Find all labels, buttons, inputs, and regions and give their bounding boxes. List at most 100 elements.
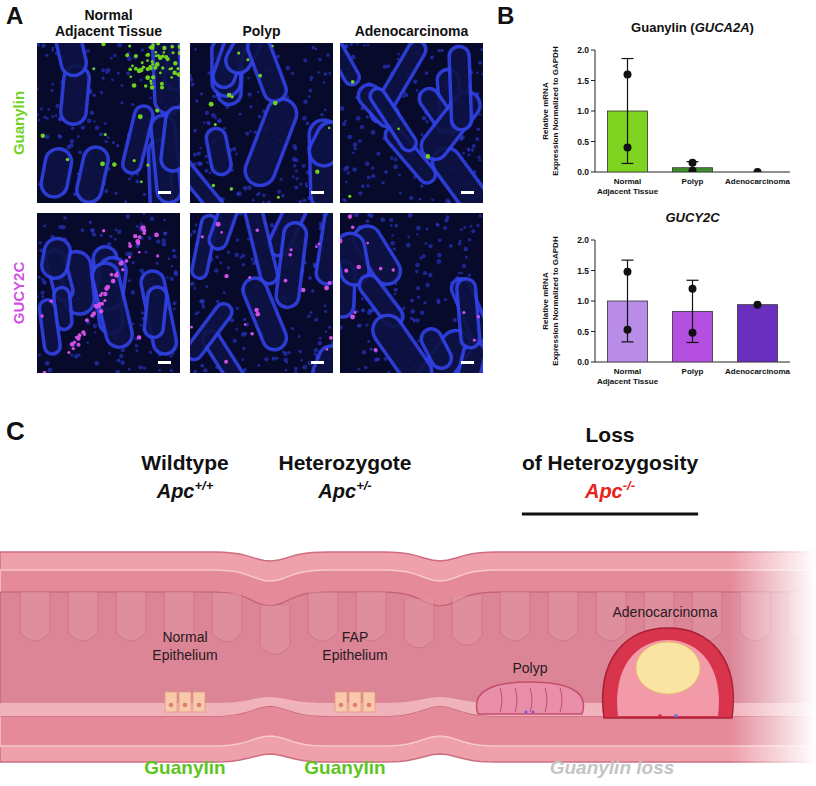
nucleus	[398, 174, 401, 177]
nucleus	[308, 95, 311, 98]
y-tick	[591, 172, 595, 173]
nucleus	[197, 152, 201, 156]
nucleus	[242, 347, 246, 351]
nucleus	[114, 191, 117, 194]
signal	[133, 234, 137, 238]
nucleus	[99, 132, 103, 136]
signal	[125, 53, 129, 57]
axis-title: Relative mRNAExpression Normalized to GA…	[541, 236, 560, 366]
nucleus	[394, 158, 398, 162]
signal	[426, 154, 431, 159]
signal	[190, 326, 193, 329]
nucleus	[124, 200, 127, 203]
nucleus	[193, 370, 197, 373]
signal	[128, 256, 131, 259]
nucleus	[318, 71, 321, 74]
signal	[216, 222, 221, 227]
x-tick-label-line: Normal	[614, 367, 642, 376]
scale-bar	[461, 191, 474, 194]
genotype-title: Heterozygote	[278, 451, 411, 474]
signal	[100, 161, 105, 166]
panel-letter-line: C	[6, 416, 25, 446]
signal	[137, 335, 141, 339]
nucleus	[235, 328, 238, 331]
genotype-title: Lossof Heterozygosity	[522, 423, 699, 474]
nucleus	[357, 323, 361, 327]
nucleus	[148, 236, 152, 240]
signal	[49, 299, 53, 303]
error-cap	[622, 58, 634, 59]
error-bar	[622, 59, 634, 164]
nucleus	[367, 310, 372, 315]
nucleus	[460, 228, 463, 231]
nucleus	[422, 254, 426, 258]
tumor-inner	[617, 640, 719, 716]
nucleus	[242, 358, 244, 360]
data-point	[689, 167, 697, 172]
nucleus	[217, 120, 221, 124]
nucleus	[51, 115, 54, 118]
nucleus	[140, 324, 142, 326]
nucleus	[431, 198, 434, 201]
signal	[290, 248, 293, 251]
nucleus	[366, 115, 369, 118]
signal	[154, 51, 157, 54]
nucleus	[81, 125, 85, 129]
signal	[140, 226, 144, 230]
nucleus	[312, 46, 316, 50]
scale-bar	[311, 361, 324, 364]
nucleus	[166, 276, 169, 279]
nucleus	[355, 43, 359, 45]
nucleus	[112, 141, 115, 144]
signal	[125, 259, 129, 263]
genotype: Apc+/+	[156, 478, 214, 502]
nucleus	[362, 350, 367, 355]
signal	[128, 242, 131, 245]
nucleus	[126, 214, 130, 218]
nucleus	[71, 127, 74, 130]
error-cap	[622, 341, 634, 342]
signal	[66, 158, 69, 161]
signal	[150, 45, 155, 50]
polyp-fold	[530, 688, 532, 712]
signal	[77, 343, 81, 347]
y-tick-label: 1.0	[577, 296, 589, 306]
crypt	[160, 106, 180, 172]
micrograph	[340, 213, 483, 373]
nucleus	[416, 233, 418, 235]
column-header-line: Normal	[84, 7, 132, 23]
nucleus	[298, 335, 301, 338]
nucleus	[352, 152, 354, 154]
nucleus	[114, 229, 117, 232]
nucleus	[365, 161, 370, 166]
polyp-dot	[531, 710, 534, 713]
nucleus	[292, 175, 295, 178]
epithelial-cell	[349, 692, 361, 712]
crypt	[449, 46, 472, 130]
y-tick	[591, 240, 595, 241]
crypt-fold	[308, 592, 338, 641]
status-label-line: Guanylin	[304, 757, 385, 778]
nucleus	[314, 318, 318, 322]
title-part: )	[750, 20, 754, 35]
crypt	[241, 95, 301, 190]
nucleus	[402, 95, 405, 98]
signal	[104, 133, 107, 136]
nucleus	[131, 103, 134, 106]
micrograph	[190, 213, 333, 373]
nucleus	[149, 97, 152, 100]
nucleus	[394, 293, 396, 295]
nucleus	[303, 59, 307, 63]
nucleus	[387, 371, 390, 373]
nucleus	[168, 257, 171, 260]
row-label: Guanylin	[10, 91, 27, 155]
signal	[94, 304, 98, 308]
nucleus	[92, 232, 96, 236]
signal	[98, 302, 101, 305]
crypt-fold	[500, 592, 530, 641]
nucleus	[117, 358, 121, 362]
nucleus	[367, 44, 369, 46]
nucleus	[299, 183, 302, 186]
nucleus	[143, 213, 146, 215]
signal	[140, 180, 143, 183]
